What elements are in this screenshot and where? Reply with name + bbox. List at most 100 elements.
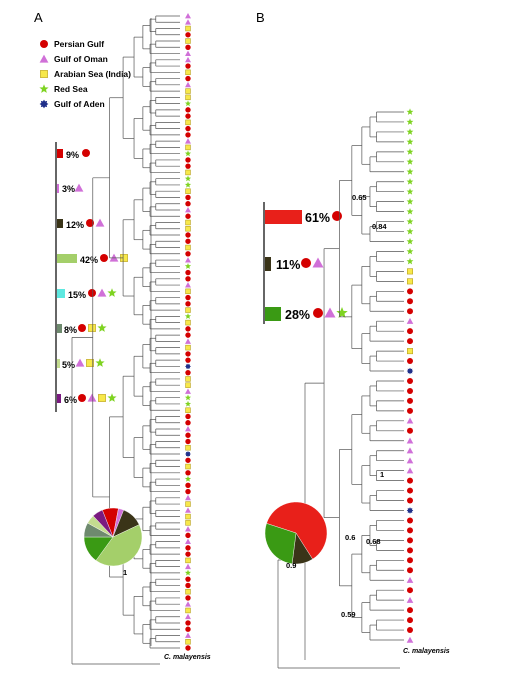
square-marker (185, 319, 191, 326)
star-marker (184, 150, 192, 157)
circle-marker (78, 394, 86, 402)
star-marker (184, 100, 192, 107)
circle-marker (185, 351, 191, 357)
panel-a-bar (57, 149, 63, 158)
circle-marker (185, 269, 191, 276)
triangle-marker (406, 467, 414, 474)
circle-marker (185, 163, 191, 169)
star-marker (107, 393, 117, 402)
star-marker (107, 288, 117, 297)
triangle-marker (406, 417, 414, 424)
triangle-marker (185, 563, 191, 570)
square-marker (185, 169, 191, 176)
phylogenetic-tree-a (71, 15, 180, 665)
circle-marker (185, 194, 191, 201)
star-marker (336, 307, 348, 318)
circle-marker (407, 338, 413, 345)
pie-slice (266, 501, 328, 560)
circle-marker (185, 626, 191, 632)
square-marker (185, 244, 191, 251)
circle-marker (40, 40, 48, 48)
panel-b-bar (265, 257, 271, 271)
triangle-marker (185, 613, 191, 620)
square-marker (185, 219, 191, 226)
panel-a-outgroup-label: C. malayensis (164, 654, 211, 661)
support-label: 0.68 (366, 537, 381, 546)
panel-a-pct-8: 6% (64, 395, 77, 405)
circle-marker (185, 132, 191, 138)
star-marker (406, 227, 414, 235)
square-marker (185, 463, 191, 470)
square-marker (185, 38, 191, 44)
circle-marker (185, 551, 191, 557)
square-marker (185, 607, 191, 614)
square-marker (88, 324, 96, 332)
circle-marker (185, 420, 191, 426)
circle-marker (407, 308, 413, 315)
support-label: 1 (380, 470, 384, 479)
circle-marker (185, 232, 191, 238)
triangle-marker (185, 81, 191, 88)
triangle-marker (185, 282, 191, 288)
circle-marker (407, 328, 413, 335)
triangle-marker (87, 393, 97, 402)
star-marker (406, 178, 414, 185)
panel-a-bar (57, 324, 62, 333)
circle-marker (407, 487, 413, 494)
support-label: 0.9 (286, 561, 296, 570)
panel-a-pct-2: 3% (62, 184, 75, 194)
panel-a-bar (57, 254, 77, 263)
circle-marker (407, 387, 413, 394)
circle-marker (407, 557, 413, 564)
circle-marker (100, 254, 108, 262)
triangle-marker (406, 596, 414, 603)
circle-marker (407, 617, 413, 624)
circle-marker (185, 63, 191, 69)
square-marker (185, 226, 191, 232)
triangle-marker (185, 138, 191, 144)
star-marker (184, 569, 192, 576)
star-marker (406, 237, 414, 245)
square-marker (185, 144, 191, 151)
circle-marker (185, 595, 191, 601)
square-marker (185, 88, 191, 94)
triangle-marker (406, 636, 414, 643)
circle-marker (185, 113, 191, 119)
panel-a-bar (57, 359, 60, 368)
star-marker (406, 108, 414, 115)
square-marker (185, 344, 191, 351)
legend-label-red-sea: Red Sea (54, 84, 88, 94)
triangle-marker (406, 576, 414, 583)
panel-a-pct-5: 15% (68, 290, 86, 300)
triangle-marker (406, 457, 414, 464)
legend: Persian Gulf Gulf of Oman Arabian Sea (I… (39, 39, 131, 109)
panel-a-pct-1: 9% (66, 150, 79, 160)
circle-marker (407, 407, 413, 414)
triangle-marker (185, 426, 191, 432)
panel-a-pct-6: 8% (64, 325, 77, 335)
circle-marker (407, 537, 413, 544)
panel-b-bar (265, 210, 302, 224)
star-marker (406, 118, 414, 125)
square-marker (185, 407, 191, 413)
pie-slice (264, 523, 297, 564)
panel-b-pct-2: 11% (276, 258, 300, 272)
panel-a-bar (57, 184, 59, 193)
square-marker (185, 288, 191, 295)
circle-marker (185, 125, 191, 132)
panel-b-bar (265, 307, 281, 321)
circle-marker (407, 397, 413, 404)
circle-marker (185, 432, 191, 438)
circle-marker (407, 477, 413, 484)
circle-marker (86, 219, 94, 227)
panel-b-bars: 61% 11% 28% (265, 210, 348, 322)
triangle-marker (95, 218, 105, 227)
star-marker (184, 394, 192, 401)
circle-marker (185, 107, 191, 113)
circle-marker (407, 497, 413, 504)
circle-marker (185, 576, 191, 582)
square-marker (406, 278, 413, 285)
circle-marker (407, 427, 413, 434)
pie-slice (95, 524, 143, 567)
